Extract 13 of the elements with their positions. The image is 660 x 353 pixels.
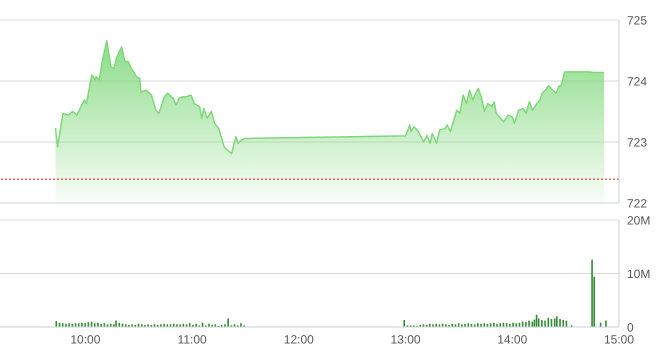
y-tick-label: 724 xyxy=(627,74,648,88)
x-tick-label: 10:00 xyxy=(70,332,101,347)
y-tick-label: 725 xyxy=(627,13,648,28)
x-tick-label: 11:00 xyxy=(178,332,207,347)
x-tick-label: 14:00 xyxy=(497,332,528,347)
x-tick-label: 12:00 xyxy=(284,332,314,347)
y-tick-label: 722 xyxy=(627,196,648,210)
x-tick-label: 13:00 xyxy=(390,332,421,347)
y-tick-label: 10M xyxy=(627,266,650,281)
x-tick-label: 15:00 xyxy=(604,332,634,347)
y-tick-label: 20M xyxy=(627,213,650,228)
y-tick-label: 0 xyxy=(627,320,634,334)
y-tick-label: 723 xyxy=(627,135,648,150)
